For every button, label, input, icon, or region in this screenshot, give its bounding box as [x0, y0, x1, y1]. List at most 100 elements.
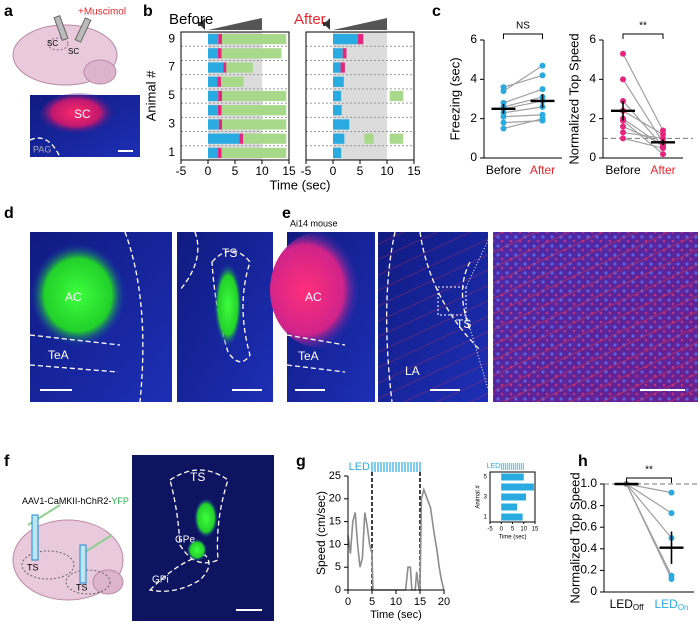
category-subscript: On: [678, 603, 689, 612]
interval-bar: [342, 48, 347, 59]
data-point: [660, 145, 666, 152]
data-point: [500, 99, 507, 106]
speaker-icon: [323, 18, 330, 30]
interval-bar: [218, 119, 223, 130]
y-tick-label: 0: [470, 150, 477, 164]
pair-line: [626, 483, 672, 539]
x-tick-label: 5: [232, 164, 239, 178]
pair-line: [622, 79, 664, 143]
region-outline: [169, 469, 229, 564]
y-tick-label: 1: [484, 515, 488, 521]
data-point: [500, 125, 507, 132]
interval-bar: [223, 62, 227, 73]
bar: [501, 483, 534, 491]
interval-bar: [243, 133, 287, 144]
y-tick-label: 9: [168, 31, 175, 45]
led-label: LED: [487, 463, 501, 470]
histology-image: [132, 455, 274, 621]
region-label: PAG: [33, 144, 51, 154]
pair-line: [503, 114, 543, 118]
region-label: TeA: [48, 348, 69, 362]
panel-label: a: [4, 3, 13, 20]
region-outline: [179, 231, 199, 291]
interval-bar: [208, 133, 240, 144]
region-label: AC: [305, 290, 322, 304]
interval-bar: [333, 133, 345, 144]
x-tick-label: Before: [605, 163, 641, 177]
zoom-box: [437, 286, 467, 316]
interval-bar: [340, 62, 345, 73]
interval-bar: [333, 33, 358, 45]
pair-line: [622, 100, 664, 147]
pair-line: [622, 131, 664, 139]
speaker-icon: [198, 18, 205, 30]
region-label: TS: [190, 470, 205, 484]
interval-bar: [389, 90, 404, 102]
interval-bar: [333, 90, 342, 102]
significance-label: NS: [516, 21, 530, 32]
speed-trace: [347, 487, 445, 591]
panel-label: d: [4, 205, 14, 222]
region-label: TS: [76, 582, 88, 592]
y-tick-label: 10: [329, 538, 341, 550]
axes: [602, 40, 683, 159]
pair-line: [503, 106, 543, 114]
y-tick-label: 0: [335, 584, 341, 596]
interval-bar: [333, 119, 350, 130]
x-tick-label: 5: [369, 596, 375, 608]
category-name: LED: [654, 597, 678, 611]
y-tick-label: 1: [168, 145, 175, 159]
region-label: SC: [74, 107, 91, 121]
significance-bracket: [503, 33, 543, 39]
data-point: [500, 84, 507, 91]
sound-ramp: [208, 18, 262, 30]
y-tick-label: 4: [470, 72, 477, 86]
panel-label: c: [432, 3, 441, 20]
virus-label: AAV1-CaMKII-hChR2-YFP: [22, 496, 129, 506]
axes: [347, 476, 444, 591]
interval-bar: [208, 105, 218, 116]
category-subscript: Off: [633, 603, 644, 612]
y-tick-label: 4: [589, 72, 596, 86]
interval-bar: [218, 90, 223, 102]
region-label: LA: [405, 364, 420, 378]
interval-bar: [333, 105, 342, 116]
bar: [501, 503, 517, 511]
pair-line: [503, 96, 543, 108]
region-label: TeA: [298, 349, 319, 363]
x-tick-label: 10: [380, 164, 394, 178]
data-point: [620, 76, 626, 83]
y-tick-label: 5: [168, 88, 175, 102]
x-axis-label: Time (sec): [498, 535, 526, 541]
region-label: GPe: [175, 535, 195, 546]
y-axis-label: Freezing (sec): [447, 57, 462, 140]
y-tick-label: 2: [470, 111, 477, 125]
region-outline: [286, 334, 346, 373]
data-point: [620, 50, 626, 57]
interval-bar: [222, 90, 287, 102]
x-tick-label: 15: [407, 164, 421, 178]
region-label: SC: [68, 47, 79, 56]
x-tick-label: After: [530, 163, 555, 177]
pair-line: [503, 120, 543, 124]
interval-bar: [222, 119, 287, 130]
data-point: [539, 115, 546, 122]
x-axis-label: Time (sec): [270, 177, 331, 192]
region-label: AC: [65, 290, 82, 304]
histology-signal: [214, 263, 242, 347]
y-tick-label: 0.6: [580, 519, 597, 533]
interval-bar: [333, 76, 344, 87]
chart-title: Before: [169, 11, 213, 28]
pair-line: [622, 53, 664, 131]
region-outline: [29, 137, 61, 158]
x-tick-label: 10: [520, 527, 527, 533]
interval-bar: [218, 33, 223, 45]
y-tick-label: 0.2: [580, 563, 597, 577]
x-tick-label: 0: [500, 527, 504, 533]
interval-bar: [357, 33, 364, 45]
drug-label: +Muscimol: [78, 7, 126, 18]
interval-bar: [217, 76, 221, 87]
y-axis-label: Speed (cm/sec): [314, 491, 328, 575]
histology-signal: [40, 93, 120, 137]
